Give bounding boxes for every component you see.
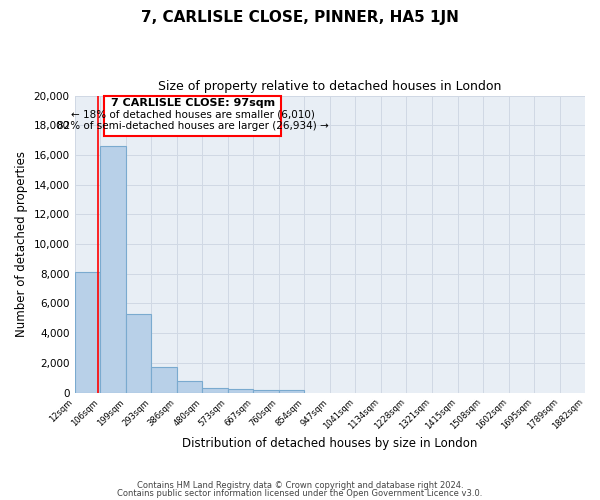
Bar	[253, 390, 279, 392]
Text: 7 CARLISLE CLOSE: 97sqm: 7 CARLISLE CLOSE: 97sqm	[110, 98, 275, 108]
Bar	[74, 272, 100, 392]
Bar	[151, 366, 176, 392]
Bar	[279, 390, 304, 392]
Text: 7, CARLISLE CLOSE, PINNER, HA5 1JN: 7, CARLISLE CLOSE, PINNER, HA5 1JN	[141, 10, 459, 25]
Bar	[176, 382, 202, 392]
Title: Size of property relative to detached houses in London: Size of property relative to detached ho…	[158, 80, 502, 93]
X-axis label: Distribution of detached houses by size in London: Distribution of detached houses by size …	[182, 437, 478, 450]
Bar	[125, 314, 151, 392]
Bar	[227, 389, 253, 392]
Text: ← 18% of detached houses are smaller (6,010): ← 18% of detached houses are smaller (6,…	[71, 110, 314, 120]
Y-axis label: Number of detached properties: Number of detached properties	[15, 151, 28, 337]
Bar	[202, 388, 227, 392]
Text: 82% of semi-detached houses are larger (26,934) →: 82% of semi-detached houses are larger (…	[57, 122, 329, 132]
Bar	[100, 146, 125, 392]
FancyBboxPatch shape	[104, 96, 281, 136]
Text: Contains public sector information licensed under the Open Government Licence v3: Contains public sector information licen…	[118, 488, 482, 498]
Text: Contains HM Land Registry data © Crown copyright and database right 2024.: Contains HM Land Registry data © Crown c…	[137, 481, 463, 490]
